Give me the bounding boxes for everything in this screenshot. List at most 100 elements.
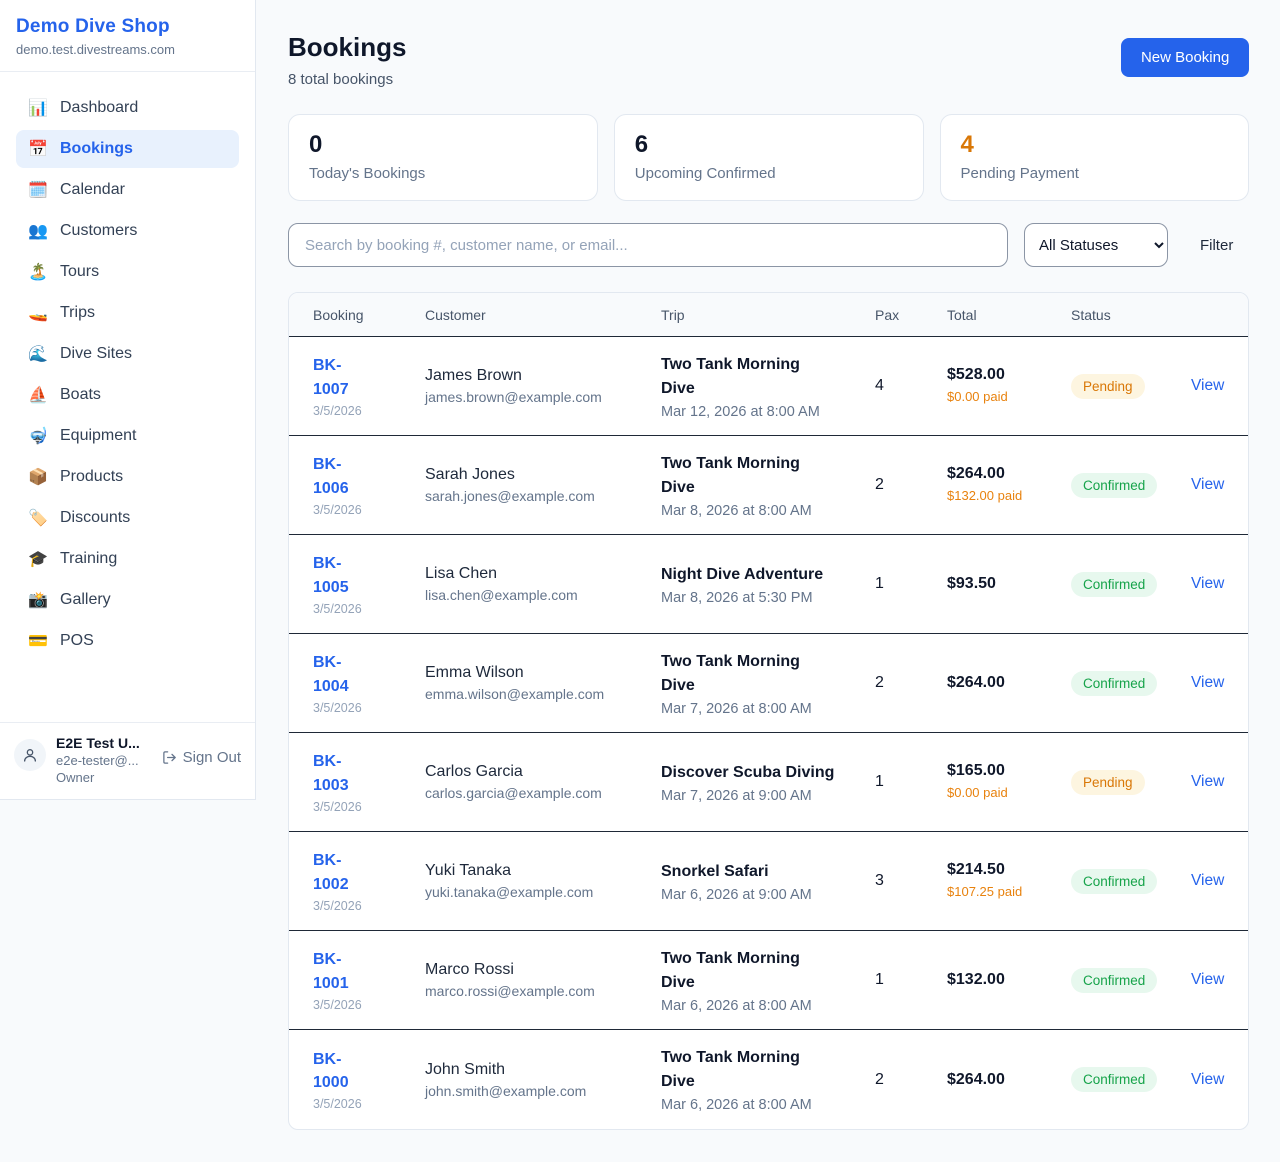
sidebar-item-pos[interactable]: 💳 POS: [16, 622, 239, 660]
action-cell: View: [1191, 476, 1224, 494]
status-badge: Pending: [1071, 769, 1145, 795]
trip-cell: Two Tank Morning Dive Mar 6, 2026 at 8:0…: [661, 947, 875, 1014]
view-link[interactable]: View: [1191, 773, 1225, 790]
status-badge: Confirmed: [1071, 571, 1158, 597]
main-content: Bookings 8 total bookings New Booking 0 …: [256, 0, 1280, 1160]
view-link[interactable]: View: [1191, 575, 1225, 592]
trip-name: Night Dive Adventure: [661, 565, 824, 583]
table-row: BK-1000 3/5/2026 John Smith john.smith@e…: [289, 1030, 1248, 1129]
column-header: Total: [947, 306, 977, 323]
sidebar-item-label: Customers: [60, 222, 138, 239]
pax-count: 1: [875, 971, 884, 988]
calendar-icon: 🗓️: [28, 182, 48, 199]
sidebar-item-equipment[interactable]: 🤿 Equipment: [16, 417, 239, 455]
sidebar-item-label: POS: [60, 632, 94, 649]
sidebar-item-gallery[interactable]: 📸 Gallery: [16, 581, 239, 619]
sidebar-item-label: Calendar: [60, 181, 125, 198]
action-cell: View: [1191, 674, 1224, 692]
view-link[interactable]: View: [1191, 476, 1225, 493]
sidebar-item-tours[interactable]: 🏝️ Tours: [16, 253, 239, 291]
customer-cell: Yuki Tanaka yuki.tanaka@example.com: [425, 862, 661, 900]
sidebar-item-bookings[interactable]: 📅 Bookings: [16, 130, 239, 168]
trip-datetime: Mar 6, 2026 at 9:00 AM: [661, 886, 812, 903]
pax-count: 1: [875, 575, 884, 592]
sidebar-item-dive-sites[interactable]: 🌊 Dive Sites: [16, 335, 239, 373]
booking-cell: BK-1003 3/5/2026: [313, 750, 425, 813]
booking-id-link[interactable]: BK-1006: [313, 456, 349, 497]
sidebar-item-label: Trips: [60, 304, 95, 321]
sidebar-item-label: Equipment: [60, 427, 137, 444]
table-row: BK-1001 3/5/2026 Marco Rossi marco.rossi…: [289, 931, 1249, 1030]
stat-card: 6 Upcoming Confirmed: [613, 114, 924, 201]
sidebar-item-label: Training: [60, 550, 118, 567]
trip-cell: Two Tank Morning Dive Mar 8, 2026 at 8:0…: [661, 452, 875, 519]
customers-icon: 👥: [28, 223, 48, 240]
stats-row: 0 Today's Bookings 6 Upcoming Confirmed …: [288, 114, 1250, 201]
pax-count: 4: [875, 377, 884, 394]
booking-id-link[interactable]: BK-1002: [313, 852, 349, 893]
sidebar-item-products[interactable]: 📦 Products: [16, 458, 239, 496]
paid-amount: $0.00 paid: [947, 388, 1008, 404]
page-header: Bookings 8 total bookings New Booking: [288, 32, 1250, 88]
trip-cell: Discover Scuba Diving Mar 7, 2026 at 9:0…: [661, 761, 875, 804]
search-input[interactable]: [288, 223, 1008, 267]
view-link[interactable]: View: [1191, 1070, 1225, 1088]
booking-date: 3/5/2026: [313, 898, 362, 913]
customer-name: Carlos Garcia: [425, 763, 523, 780]
booking-date: 3/5/2026: [313, 997, 362, 1012]
booking-id-link[interactable]: BK-1005: [313, 555, 349, 596]
sidebar-item-label: Discounts: [60, 509, 131, 526]
column-header: Customer: [425, 306, 486, 323]
products-icon: 📦: [28, 469, 48, 486]
customer-email: john.smith@example.com: [425, 1082, 587, 1099]
total-amount: $93.50: [947, 575, 996, 592]
stat-value: 4: [960, 131, 974, 158]
booking-id-link[interactable]: BK-1003: [313, 753, 349, 794]
sidebar: Demo Dive Shop demo.test.divestreams.com…: [0, 0, 256, 800]
table-row: BK-1002 3/5/2026 Yuki Tanaka yuki.tanaka…: [289, 832, 1249, 931]
sign-out-button[interactable]: Sign Out: [162, 749, 241, 766]
booking-id-link[interactable]: BK-1000: [313, 1050, 349, 1091]
sidebar-item-boats[interactable]: ⛵ Boats: [16, 376, 239, 414]
customer-cell: James Brown james.brown@example.com: [425, 367, 661, 405]
view-link[interactable]: View: [1191, 971, 1225, 988]
paid-amount: $107.25 paid: [947, 883, 1023, 899]
view-link[interactable]: View: [1191, 674, 1225, 691]
paid-amount: $132.00 paid: [947, 487, 1023, 503]
stat-card: 0 Today's Bookings: [288, 114, 598, 201]
view-link[interactable]: View: [1191, 872, 1225, 889]
status-cell: Confirmed: [1071, 571, 1191, 597]
boats-icon: ⛵: [28, 387, 48, 404]
stat-card: 4 Pending Payment: [939, 114, 1250, 201]
filter-button[interactable]: Filter: [1184, 229, 1249, 262]
sidebar-item-discounts[interactable]: 🏷️ Discounts: [16, 499, 239, 537]
pax-count: 2: [875, 476, 884, 493]
sidebar-header: Demo Dive Shop demo.test.divestreams.com: [0, 0, 255, 72]
status-cell: Confirmed: [1071, 868, 1191, 894]
customer-cell: Lisa Chen lisa.chen@example.com: [425, 565, 661, 603]
sidebar-item-training[interactable]: 🎓 Training: [16, 540, 239, 578]
customer-name: John Smith: [425, 1060, 506, 1078]
shop-name: Demo Dive Shop: [16, 16, 170, 37]
status-cell: Pending: [1071, 769, 1191, 795]
trip-name: Two Tank Morning Dive: [661, 949, 800, 991]
sidebar-item-trips[interactable]: 🚤 Trips: [16, 294, 239, 332]
sidebar-item-dashboard[interactable]: 📊 Dashboard: [16, 89, 239, 127]
status-select[interactable]: All Statuses: [1023, 223, 1168, 267]
sidebar-item-customers[interactable]: 👥 Customers: [16, 212, 239, 250]
booking-cell: BK-1000 3/5/2026: [313, 1048, 425, 1111]
booking-id-link[interactable]: BK-1004: [313, 654, 349, 695]
view-link[interactable]: View: [1191, 377, 1225, 394]
new-booking-button[interactable]: New Booking: [1120, 38, 1250, 77]
sidebar-item-calendar[interactable]: 🗓️ Calendar: [16, 171, 239, 209]
booking-date: 3/5/2026: [313, 799, 362, 814]
booking-id-link[interactable]: BK-1007: [313, 357, 349, 398]
booking-id-link[interactable]: BK-1001: [313, 951, 349, 992]
status-cell: Pending: [1071, 373, 1191, 399]
trip-datetime: Mar 12, 2026 at 8:00 AM: [661, 403, 820, 420]
status-badge: Confirmed: [1071, 472, 1158, 498]
discounts-icon: 🏷️: [28, 510, 48, 527]
trip-cell: Night Dive Adventure Mar 8, 2026 at 5:30…: [661, 563, 875, 606]
customer-name: Yuki Tanaka: [425, 862, 511, 879]
total-cell: $93.50: [947, 575, 1071, 593]
